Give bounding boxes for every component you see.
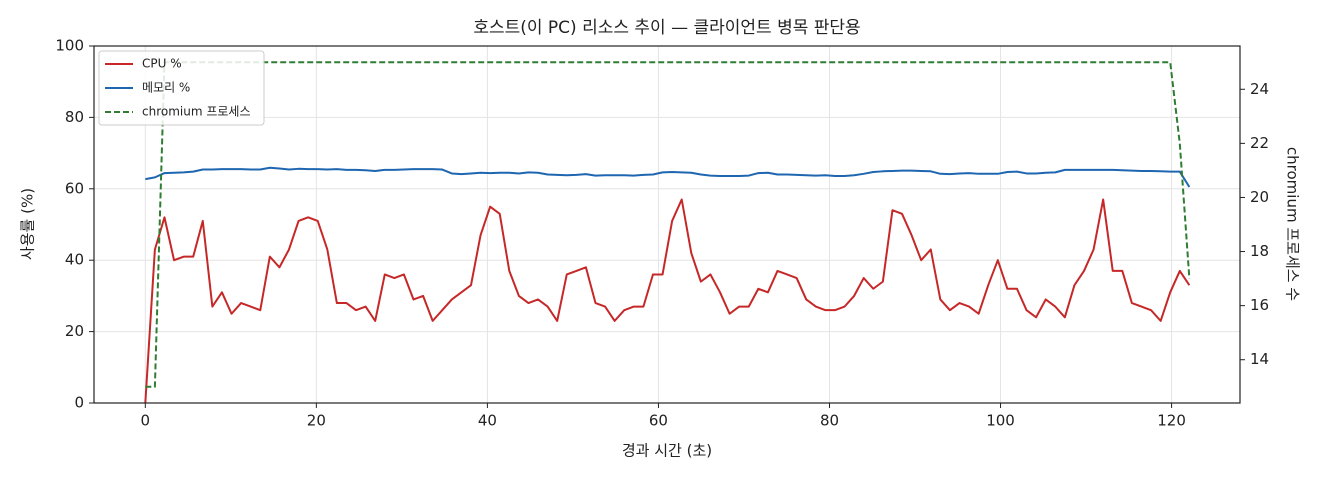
plot-area bbox=[144, 61, 1191, 404]
series-line bbox=[145, 61, 1191, 388]
x-tick-label: 20 bbox=[307, 412, 326, 430]
y2-tick-label: 20 bbox=[1250, 188, 1269, 206]
x-axis-label: 경과 시간 (초) bbox=[622, 442, 712, 460]
y2-tick-label: 24 bbox=[1250, 80, 1269, 98]
axes: 0 20 40 60 80 100 120 0 20 40 60 80 100 14 16 18 20 22 24 bbox=[55, 37, 1269, 430]
series-line bbox=[145, 166, 1191, 188]
x-tick-label: 40 bbox=[478, 412, 497, 430]
y-tick-label: 100 bbox=[55, 37, 84, 55]
series-line bbox=[144, 198, 1191, 404]
x-tick-label: 80 bbox=[820, 412, 839, 430]
y-axis-label: 사용률 (%) bbox=[19, 188, 37, 260]
legend: CPU % 메모리 % chromium 프로세스 bbox=[98, 50, 265, 126]
x-tick-label: 60 bbox=[649, 412, 668, 430]
y-tick-label: 80 bbox=[65, 108, 84, 126]
y2-tick-label: 14 bbox=[1250, 350, 1269, 368]
legend-box bbox=[98, 50, 265, 126]
y-tick-label: 40 bbox=[65, 251, 84, 269]
x-tick-label: 120 bbox=[1157, 412, 1186, 430]
legend-label: 메모리 % bbox=[142, 81, 190, 95]
chart-title: 호스트(이 PC) 리소스 추이 — 클라이언트 병목 판단용 bbox=[473, 18, 860, 38]
y2-tick-label: 16 bbox=[1250, 296, 1269, 314]
x-tick-label: 100 bbox=[986, 412, 1015, 430]
legend-label: CPU % bbox=[142, 57, 182, 71]
y2-axis-label: chromium 프로세스 수 bbox=[1284, 147, 1302, 301]
legend-label: chromium 프로세스 bbox=[142, 105, 251, 119]
y-tick-label: 20 bbox=[65, 322, 84, 340]
y-tick-label: 0 bbox=[74, 394, 84, 412]
y2-tick-label: 18 bbox=[1250, 242, 1269, 260]
axes-frame bbox=[93, 45, 1241, 404]
x-tick-label: 0 bbox=[141, 412, 151, 430]
y2-tick-label: 22 bbox=[1250, 134, 1269, 152]
y-tick-label: 60 bbox=[65, 179, 84, 197]
